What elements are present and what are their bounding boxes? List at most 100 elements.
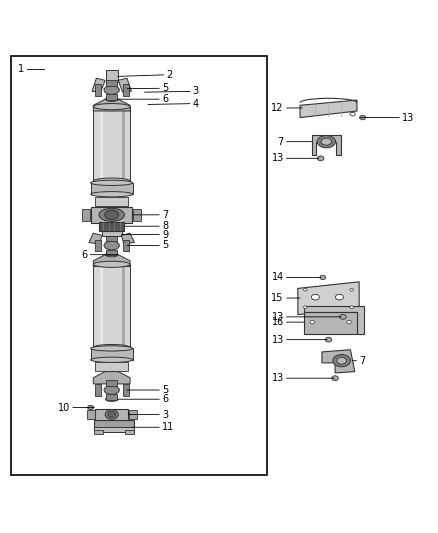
- Ellipse shape: [91, 180, 133, 185]
- Text: 14: 14: [272, 272, 321, 282]
- Polygon shape: [92, 78, 105, 92]
- Ellipse shape: [105, 210, 119, 220]
- Bar: [125, 430, 134, 434]
- Bar: [122, 264, 125, 348]
- Bar: [133, 209, 141, 221]
- Ellipse shape: [321, 138, 332, 145]
- Text: 5: 5: [127, 240, 168, 251]
- Ellipse shape: [88, 405, 94, 410]
- Polygon shape: [298, 282, 359, 314]
- Ellipse shape: [99, 208, 124, 221]
- Polygon shape: [322, 350, 355, 373]
- Ellipse shape: [347, 320, 351, 324]
- Ellipse shape: [304, 288, 307, 291]
- Text: 13: 13: [272, 154, 319, 163]
- Bar: [93, 264, 130, 348]
- Bar: [95, 84, 101, 96]
- Ellipse shape: [350, 112, 355, 116]
- Text: 4: 4: [148, 99, 199, 109]
- Polygon shape: [304, 312, 357, 334]
- Bar: [123, 384, 129, 395]
- Bar: [95, 409, 128, 420]
- Bar: [91, 207, 132, 223]
- Polygon shape: [93, 99, 130, 111]
- Ellipse shape: [106, 97, 118, 101]
- Ellipse shape: [93, 178, 130, 184]
- Bar: [106, 250, 117, 255]
- Bar: [122, 107, 125, 181]
- Text: 11: 11: [132, 422, 174, 432]
- Ellipse shape: [93, 261, 130, 268]
- Text: 2: 2: [118, 70, 173, 79]
- Text: 7: 7: [278, 136, 312, 147]
- Bar: [106, 94, 117, 100]
- Ellipse shape: [93, 344, 130, 351]
- Text: 15: 15: [272, 293, 300, 303]
- Text: 13: 13: [360, 112, 414, 123]
- Bar: [94, 427, 134, 432]
- Ellipse shape: [333, 354, 350, 367]
- Bar: [11, 56, 267, 474]
- Text: 13: 13: [272, 373, 334, 383]
- Ellipse shape: [336, 294, 343, 300]
- Ellipse shape: [91, 191, 133, 197]
- Polygon shape: [89, 233, 102, 244]
- Polygon shape: [121, 233, 134, 244]
- Bar: [91, 349, 133, 360]
- Bar: [95, 362, 128, 371]
- Ellipse shape: [311, 294, 319, 300]
- Ellipse shape: [106, 397, 118, 401]
- Bar: [100, 107, 103, 181]
- Text: 5: 5: [127, 83, 168, 93]
- Ellipse shape: [104, 86, 119, 94]
- Ellipse shape: [108, 411, 116, 418]
- Ellipse shape: [93, 103, 130, 110]
- Text: 3: 3: [145, 86, 199, 96]
- Ellipse shape: [320, 275, 326, 280]
- Bar: [95, 197, 128, 206]
- Text: 13: 13: [272, 312, 341, 322]
- Ellipse shape: [91, 357, 133, 362]
- Bar: [123, 240, 129, 251]
- Polygon shape: [93, 255, 130, 266]
- Ellipse shape: [337, 357, 346, 364]
- Text: 10: 10: [58, 402, 94, 413]
- Ellipse shape: [340, 314, 346, 319]
- Text: 6: 6: [81, 249, 118, 260]
- Polygon shape: [300, 100, 357, 118]
- Bar: [82, 209, 90, 221]
- Text: 6: 6: [118, 94, 168, 104]
- Text: 16: 16: [272, 317, 304, 327]
- Bar: [123, 84, 129, 96]
- Ellipse shape: [106, 253, 118, 257]
- Bar: [106, 236, 117, 241]
- Ellipse shape: [105, 410, 118, 419]
- Bar: [91, 183, 133, 194]
- Bar: [94, 420, 134, 428]
- Ellipse shape: [104, 241, 119, 250]
- Ellipse shape: [360, 115, 366, 120]
- Ellipse shape: [304, 306, 307, 309]
- Text: 13: 13: [272, 335, 327, 345]
- Bar: [129, 410, 137, 419]
- Bar: [95, 384, 101, 395]
- Bar: [94, 430, 103, 434]
- Ellipse shape: [350, 288, 353, 291]
- Text: 7: 7: [353, 356, 365, 366]
- Text: 9: 9: [122, 230, 168, 239]
- Polygon shape: [93, 372, 130, 384]
- Bar: [106, 381, 117, 386]
- Bar: [100, 264, 103, 348]
- Text: 5: 5: [127, 385, 168, 395]
- Text: 8: 8: [124, 221, 168, 231]
- Ellipse shape: [332, 376, 338, 381]
- Ellipse shape: [310, 320, 314, 324]
- Bar: [106, 80, 117, 86]
- Bar: [95, 240, 101, 251]
- Bar: [93, 107, 130, 181]
- Ellipse shape: [325, 337, 332, 342]
- Ellipse shape: [317, 156, 324, 161]
- Polygon shape: [118, 78, 131, 92]
- Bar: [87, 410, 95, 419]
- Text: 3: 3: [128, 409, 168, 419]
